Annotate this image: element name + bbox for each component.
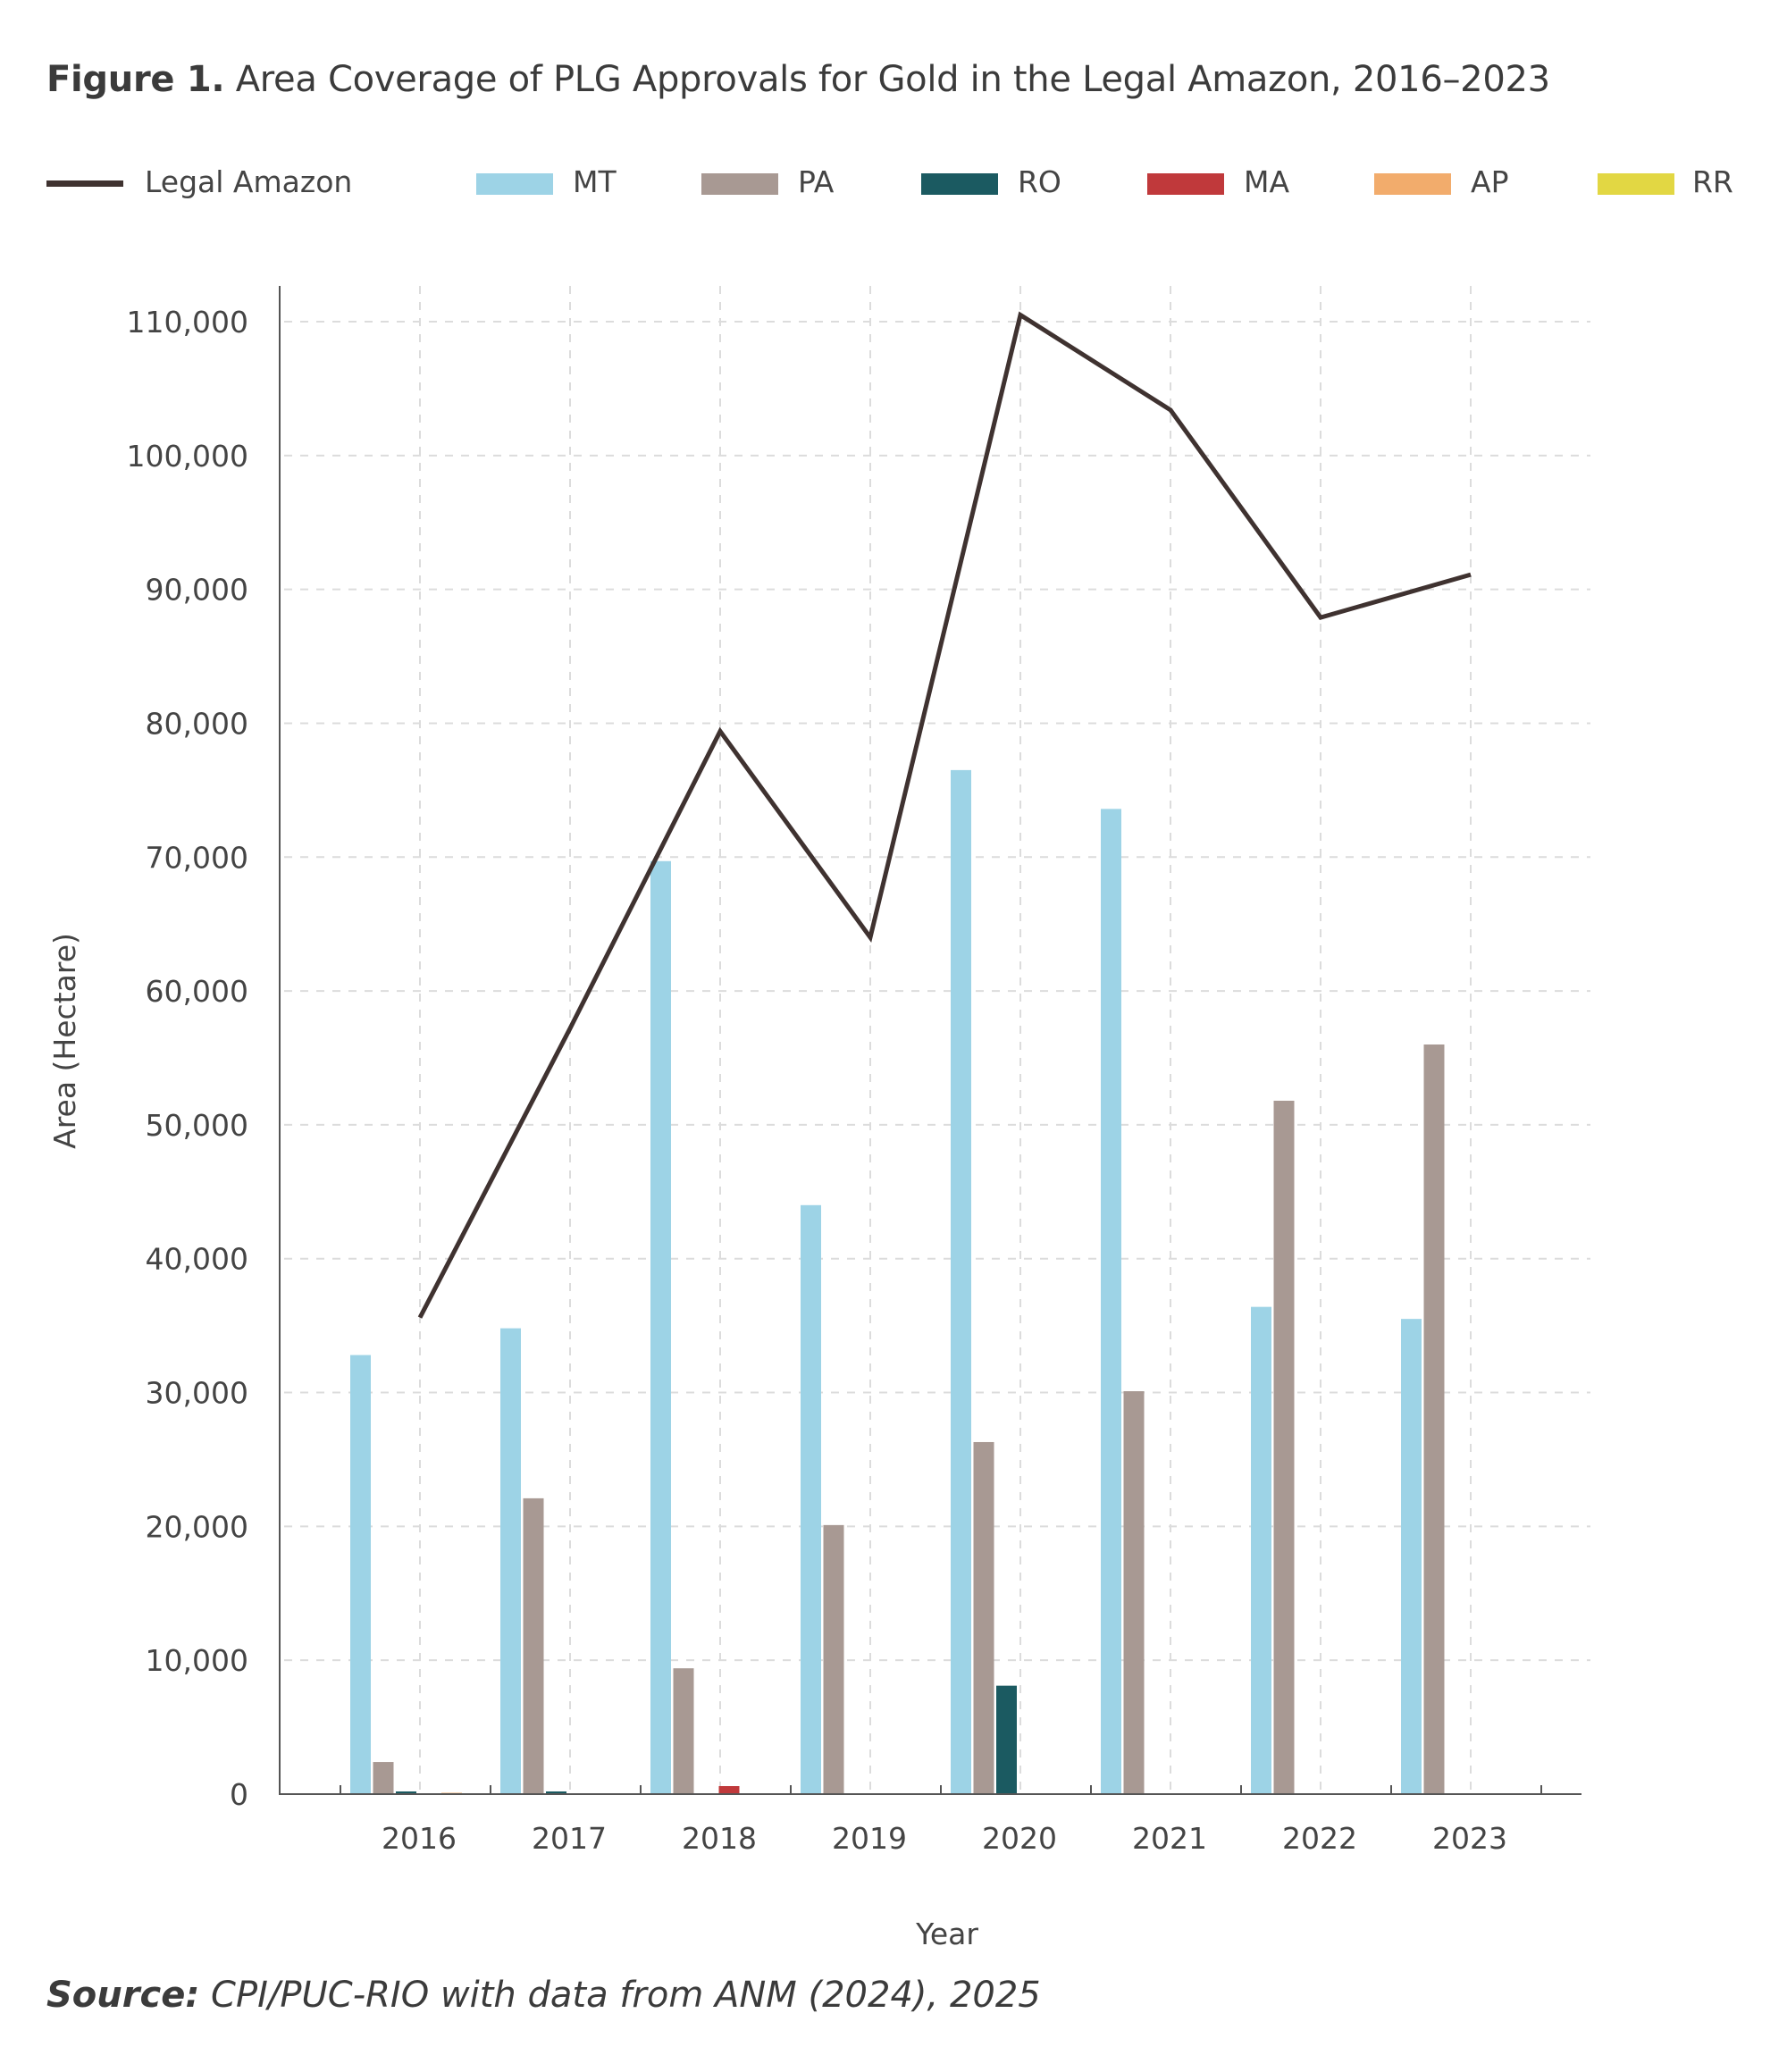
legend-label: MA — [1244, 164, 1290, 199]
bar-mt-2017 — [500, 1328, 521, 1794]
legend-label: RO — [1018, 164, 1061, 199]
bar-pa-2016 — [373, 1762, 394, 1794]
x-tick-label: 2016 — [382, 1821, 457, 1856]
legend-line-swatch — [46, 180, 123, 187]
bar-ma-2018 — [718, 1786, 740, 1794]
x-axis-label: Year — [915, 1917, 978, 1951]
y-tick-label: 80,000 — [146, 706, 248, 741]
legend-swatch — [701, 173, 778, 195]
legend-swatch — [1598, 173, 1674, 195]
bar-ro-2017 — [546, 1791, 566, 1794]
tick-labels: 0 10,000 20,000 30,000 40,000 50,000 60,000 70,… — [127, 305, 1507, 1856]
bar-pa-2022 — [1273, 1100, 1295, 1794]
bar-pa-2020 — [973, 1441, 994, 1794]
bar-pa-2018 — [673, 1668, 694, 1794]
legend-label: MT — [573, 164, 617, 199]
legend-label: RR — [1692, 164, 1733, 199]
y-tick-label: 50,000 — [146, 1108, 248, 1143]
legend-swatch — [921, 173, 998, 195]
x-tick-label: 2020 — [982, 1821, 1057, 1856]
x-tick-label: 2019 — [832, 1821, 907, 1856]
bar-pa-2021 — [1123, 1391, 1145, 1794]
y-tick-label: 90,000 — [146, 573, 248, 608]
x-tick-label: 2022 — [1282, 1821, 1357, 1856]
y-tick-label: 60,000 — [146, 974, 248, 1009]
y-tick-label: 0 — [230, 1777, 248, 1812]
line-legal-amazon — [417, 311, 1472, 1319]
y-tick-label: 100,000 — [127, 439, 248, 474]
bar-mt-2016 — [350, 1355, 371, 1794]
legend-swatch — [1374, 173, 1451, 195]
bar-pa-2023 — [1423, 1044, 1445, 1794]
figure-title-text: Area Coverage of PLG Approvals for Gold … — [235, 59, 1550, 100]
y-tick-label: 70,000 — [146, 840, 248, 875]
x-tick-label: 2021 — [1132, 1821, 1207, 1856]
chart-legend: Legal Amazon MT PA RO MA AP RR — [0, 152, 1787, 214]
x-tick-label: 2023 — [1432, 1821, 1507, 1856]
source-note: Source: CPI/PUC-RIO with data from ANM (… — [46, 1975, 1041, 2016]
legend-label: PA — [798, 164, 835, 199]
bar-pa-2017 — [523, 1497, 544, 1794]
bar-mt-2018 — [650, 860, 671, 1794]
source-text: CPI/PUC-RIO with data from ANM (2024), 2… — [211, 1975, 1041, 2016]
x-tick-label: 2017 — [532, 1821, 607, 1856]
bar-mt-2019 — [801, 1204, 821, 1794]
legend-label: AP — [1471, 164, 1509, 199]
legend-label: Legal Amazon — [145, 164, 353, 199]
bar-marks — [350, 769, 1445, 1795]
bar-pa-2019 — [823, 1524, 844, 1794]
bar-mt-2020 — [951, 769, 971, 1795]
bar-ro-2020 — [996, 1685, 1017, 1794]
line-series — [417, 311, 1472, 1319]
axes — [279, 286, 1581, 1795]
y-tick-label: 110,000 — [127, 305, 248, 340]
x-tick-label: 2018 — [682, 1821, 757, 1856]
y-tick-label: 20,000 — [146, 1509, 248, 1544]
gridlines — [284, 286, 1590, 1794]
legend-swatch — [476, 173, 553, 195]
source-label: Source: — [46, 1975, 200, 2016]
legend-swatch — [1147, 173, 1224, 195]
figure-title: Figure 1. Area Coverage of PLG Approvals… — [46, 59, 1550, 100]
bar-mt-2023 — [1401, 1319, 1422, 1794]
y-tick-label: 10,000 — [146, 1643, 248, 1678]
y-tick-label: 40,000 — [146, 1242, 248, 1277]
bar-mt-2022 — [1251, 1306, 1271, 1794]
bar-mt-2021 — [1101, 809, 1121, 1795]
figure-label: Figure 1. — [46, 59, 225, 100]
y-tick-label: 30,000 — [146, 1376, 248, 1411]
bar-ro-2016 — [396, 1791, 416, 1794]
y-axis-label: Area (Hectare) — [47, 933, 82, 1149]
